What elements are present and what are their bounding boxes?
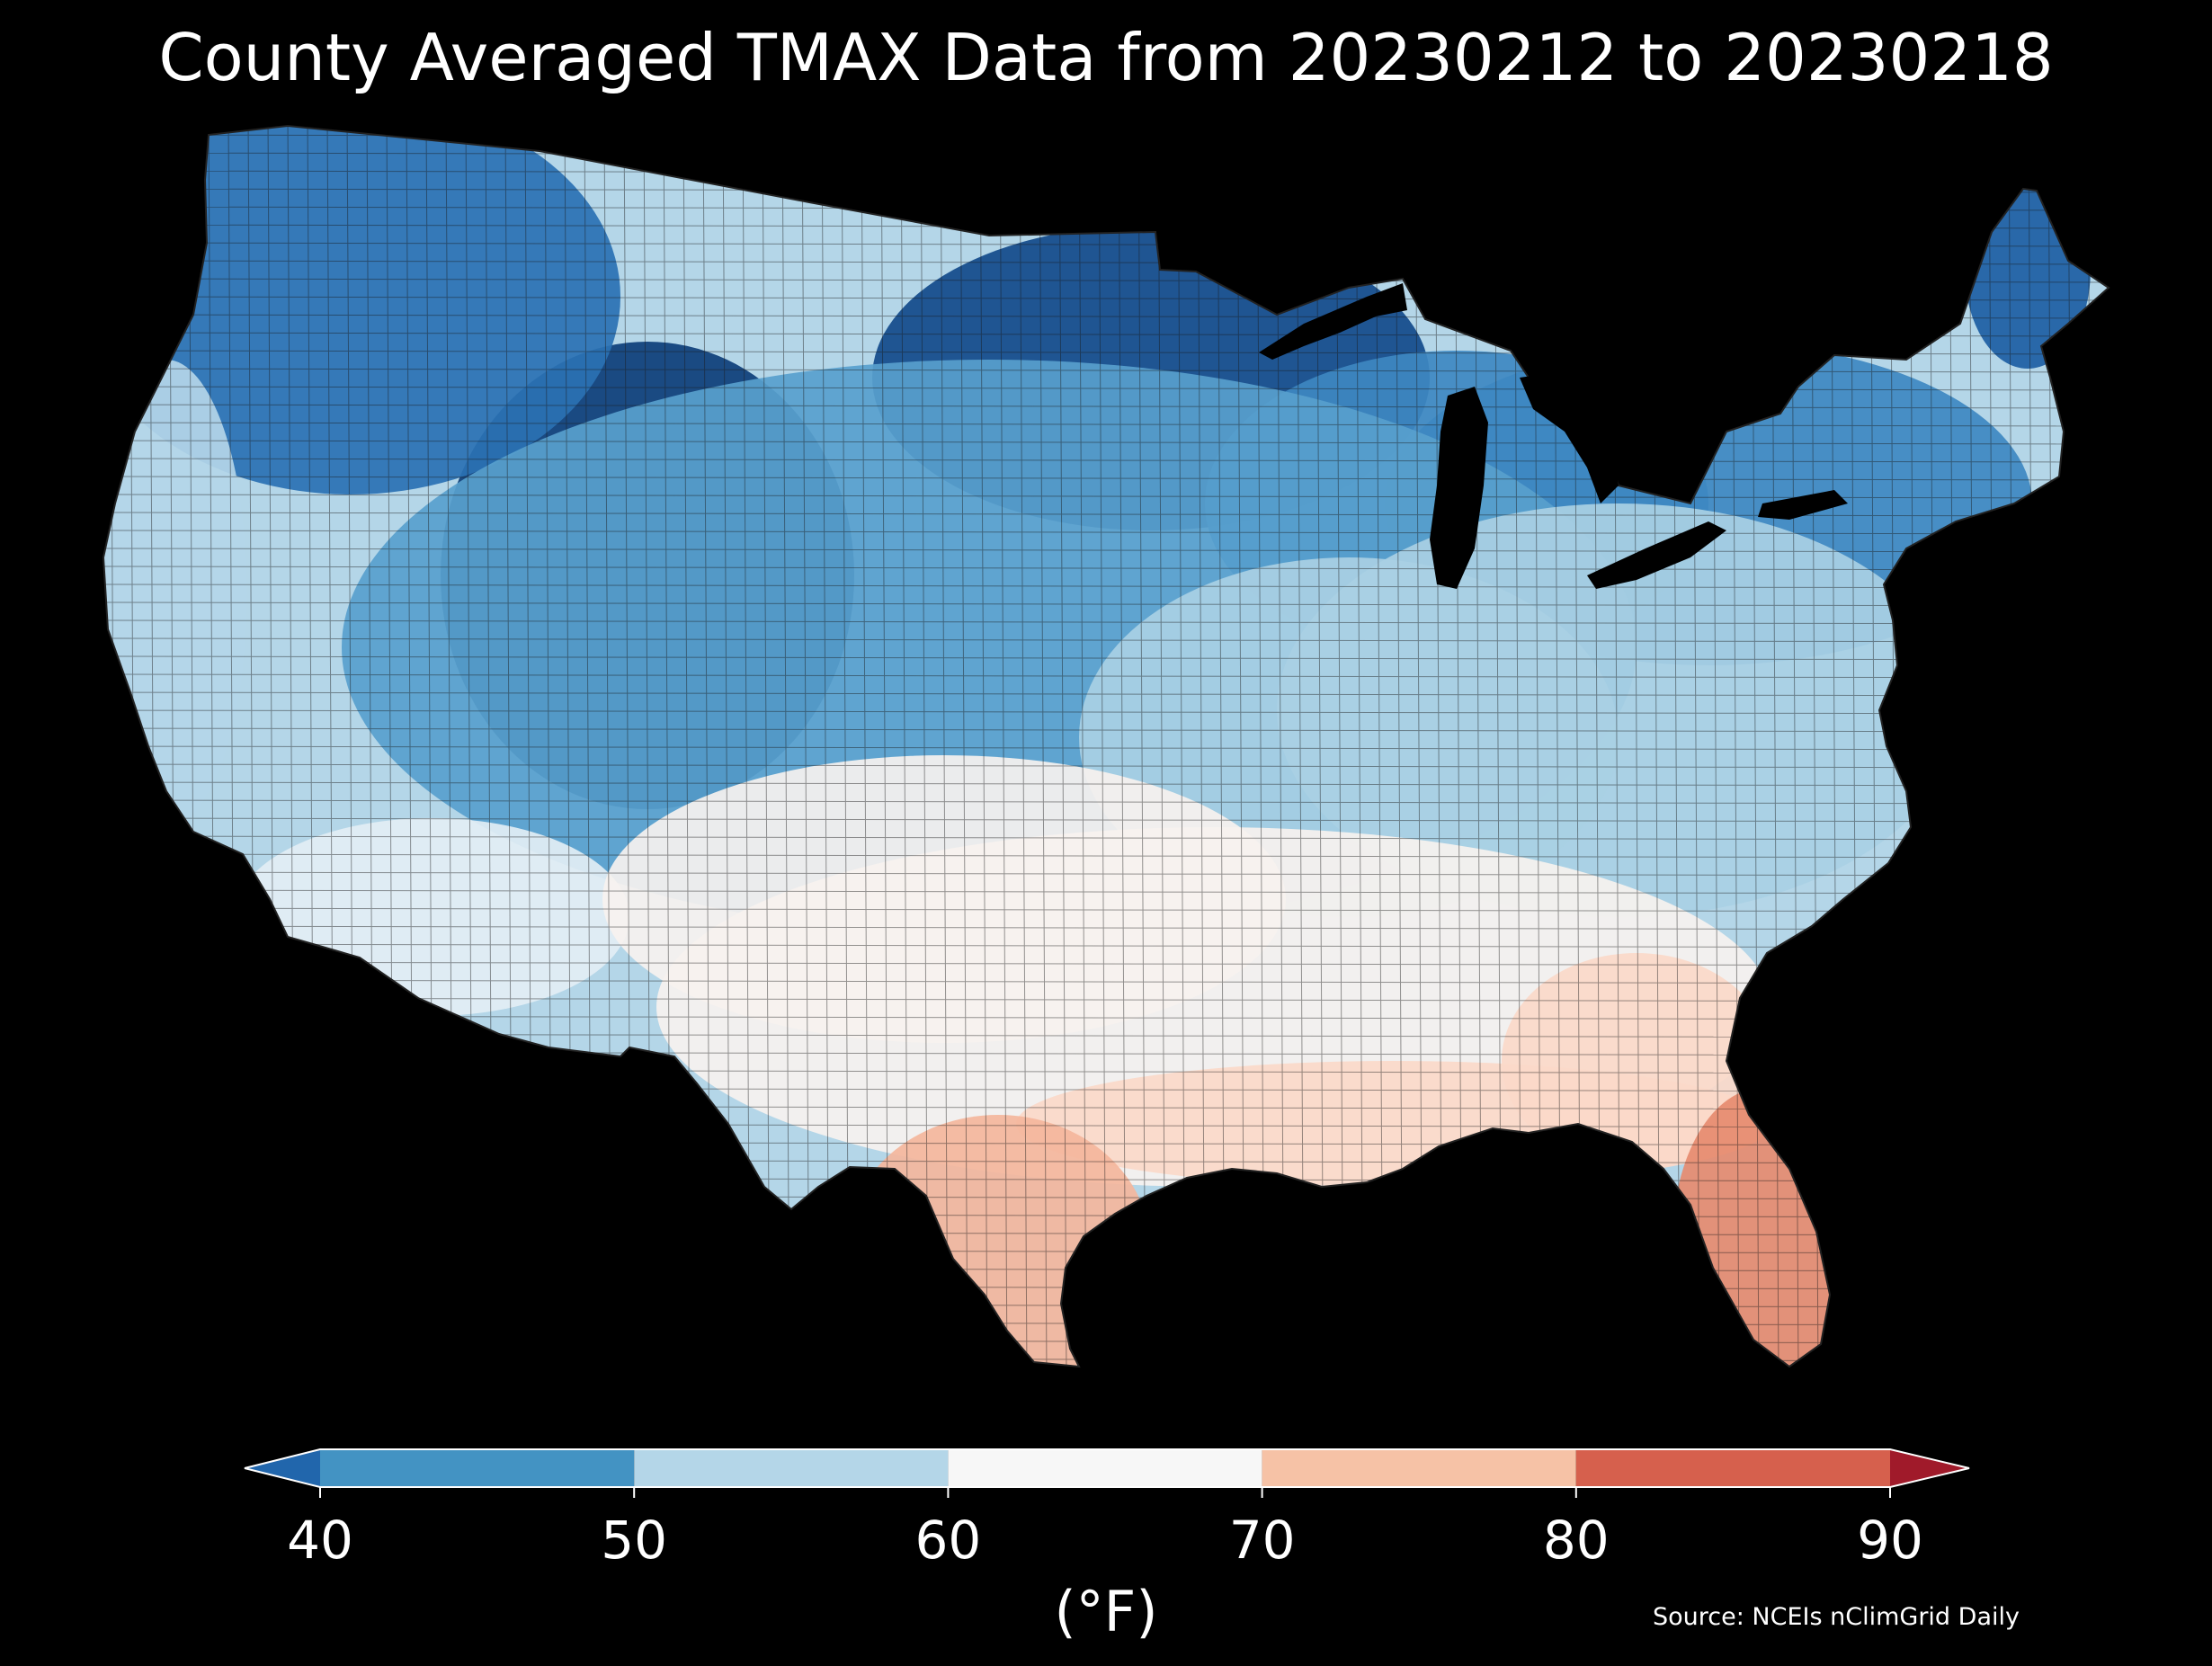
colorbar-extend-high [1890, 1449, 1969, 1487]
colorbar-bin [948, 1449, 1262, 1487]
county-border [1157, 126, 1166, 1367]
temperature-region [103, 126, 620, 494]
county-border [103, 853, 2109, 859]
county-border [781, 126, 790, 1367]
county-border [103, 835, 2109, 841]
county-border [103, 763, 2109, 769]
colorbar-tick-label: 80 [1542, 1510, 1610, 1571]
map-title: County Averaged TMAX Data from 20230212 … [158, 20, 2054, 95]
county-border [103, 422, 2109, 427]
county-border [880, 126, 889, 1367]
county-border [103, 691, 2109, 697]
county-border [1276, 126, 1285, 1367]
colorbar-units-label: (°F) [1054, 1579, 1158, 1644]
county-border [1118, 126, 1127, 1367]
county-border [959, 126, 968, 1367]
colorbar-tick-label: 40 [287, 1510, 353, 1571]
county-border [103, 745, 2109, 751]
county-border [103, 871, 2109, 877]
county-border [103, 494, 2109, 499]
colorbar-bin [1262, 1449, 1576, 1487]
county-border [1236, 126, 1245, 1367]
temperature-region [1502, 953, 1771, 1169]
county-border [1177, 126, 1186, 1367]
colorbar-tick-label: 70 [1228, 1510, 1296, 1571]
county-border [103, 781, 2109, 787]
county-border [103, 601, 2109, 607]
county-border [1217, 126, 1226, 1367]
county-border [103, 637, 2109, 643]
county-border [979, 126, 988, 1367]
county-border [1375, 126, 1384, 1367]
colorbar-bin [1575, 1449, 1890, 1487]
county-border [1355, 126, 1364, 1367]
temperature-region [602, 755, 1286, 1043]
county-border [821, 126, 830, 1367]
county-border [1039, 126, 1048, 1367]
county-border [841, 126, 850, 1367]
county-border [103, 907, 2109, 913]
county-border [103, 548, 2109, 553]
county-border [103, 799, 2109, 805]
county-border [103, 673, 2109, 679]
source-credit: Source: NCEIs nClimGrid Daily [1653, 1603, 2020, 1631]
colorbar-extend-low [245, 1449, 320, 1487]
colorbar-bin [634, 1449, 949, 1487]
lake-ontario [1758, 490, 1848, 520]
county-border [1256, 126, 1265, 1367]
colorbar-bin [320, 1449, 635, 1487]
colorbar-tick-label: 60 [914, 1510, 982, 1571]
county-border [103, 584, 2109, 589]
county-border [1137, 126, 1146, 1367]
county-border [103, 440, 2109, 445]
county-border [900, 126, 909, 1367]
lake-huron [1520, 370, 1619, 503]
conus-outline [102, 124, 2110, 1368]
county-border [1395, 126, 1404, 1367]
county-border [103, 655, 2109, 661]
county-border [762, 126, 771, 1367]
lake-superior [1259, 283, 1407, 360]
county-border [1019, 126, 1028, 1367]
county-border [1058, 126, 1067, 1367]
county-border [861, 126, 870, 1367]
county-border [103, 619, 2109, 625]
county-border [103, 709, 2109, 715]
lake-erie [1587, 521, 1726, 589]
county-border [940, 126, 949, 1367]
county-border [999, 126, 1008, 1367]
county-border [103, 476, 2109, 481]
county-border [103, 817, 2109, 823]
county-border [1078, 126, 1087, 1367]
county-border [103, 925, 2109, 931]
county-border [103, 530, 2109, 535]
county-border [1098, 126, 1107, 1367]
county-border [920, 126, 929, 1367]
county-border [1296, 126, 1305, 1367]
lake-michigan [1430, 387, 1488, 589]
county-border [801, 126, 810, 1367]
county-border [103, 566, 2109, 571]
county-border [103, 458, 2109, 463]
county-border [103, 889, 2109, 895]
county-border [103, 727, 2109, 733]
colorbar-tick-label: 90 [1857, 1510, 1923, 1571]
county-border [1197, 126, 1206, 1367]
colorbar-tick-label: 50 [601, 1510, 668, 1571]
